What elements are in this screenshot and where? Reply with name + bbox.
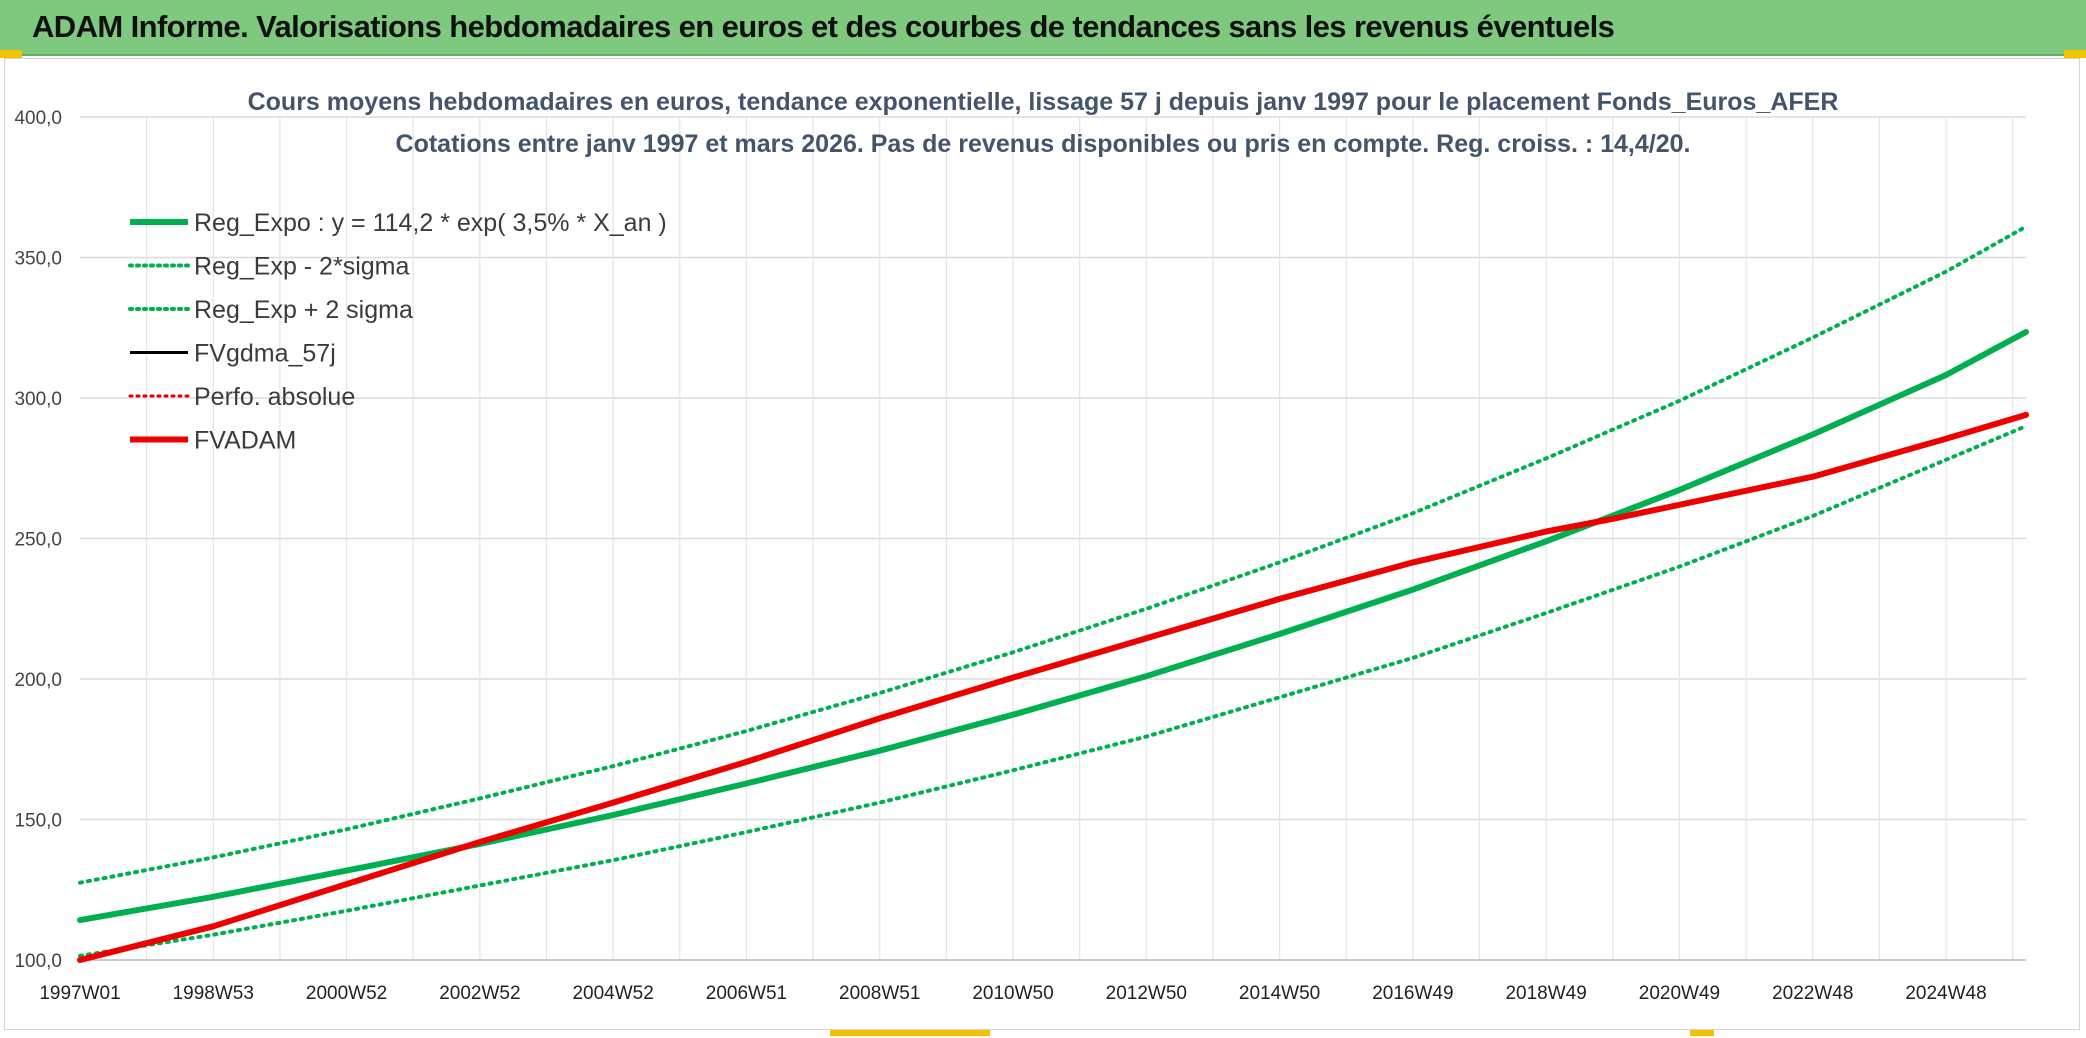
- gridlines: [80, 116, 2026, 961]
- x-tick-label: 2008W51: [839, 983, 920, 1004]
- x-tick-label: 2002W52: [439, 983, 520, 1004]
- x-tick-label: 2020W49: [1639, 983, 1720, 1004]
- chart-legend: Reg_Expo : y = 114,2 * exp( 3,5% * X_an …: [128, 209, 667, 455]
- y-tick-label: 200,0: [14, 670, 62, 691]
- y-tick-label: 300,0: [14, 389, 62, 410]
- series-line-5: [77, 411, 2029, 963]
- x-tick-label: 2018W49: [1505, 983, 1586, 1004]
- chart-title: Cours moyens hebdomadaires en euros, ten…: [248, 88, 1839, 116]
- x-tick-label: 2022W48: [1772, 983, 1853, 1004]
- chart-frame: [4, 58, 2080, 1030]
- chart-subtitle: Cotations entre janv 1997 et mars 2026. …: [396, 130, 1691, 158]
- y-tick-label: 350,0: [14, 249, 62, 270]
- corner-accent-bottom-right: [1690, 1030, 1714, 1036]
- y-tick-label: 100,0: [14, 951, 62, 972]
- data-series: [77, 224, 2029, 963]
- x-tick-label: 2012W50: [1106, 983, 1187, 1004]
- x-tick-label: 2016W49: [1372, 983, 1453, 1004]
- x-tick-label: 2010W50: [972, 983, 1053, 1004]
- y-axis-ticks: 100,0 150,0 200,0 250,0 300,0 350,0 400,0: [14, 108, 62, 972]
- corner-accent-top-right: [2064, 50, 2086, 58]
- y-tick-label: 400,0: [14, 108, 62, 129]
- series-line-0: [77, 329, 2029, 924]
- x-tick-label: 1997W01: [39, 983, 120, 1004]
- legend-label: Perfo. absolue: [194, 383, 355, 411]
- legend-label: FVgdma_57j: [194, 340, 336, 368]
- report-banner: ADAM Informe. Valorisations hebdomadaire…: [0, 0, 2086, 56]
- legend-label: Reg_Exp + 2 sigma: [194, 296, 413, 324]
- legend-label: Reg_Expo : y = 114,2 * exp( 3,5% * X_an …: [194, 209, 667, 237]
- corner-accent-top-left: [0, 50, 22, 58]
- series-line-1: [78, 424, 2028, 958]
- x-tick-label: 1998W53: [173, 983, 254, 1004]
- x-tick-label: 2014W50: [1239, 983, 1320, 1004]
- y-tick-label: 150,0: [14, 811, 62, 832]
- x-tick-label: 2000W52: [306, 983, 387, 1004]
- x-tick-label: 2006W51: [706, 983, 787, 1004]
- legend-label: FVADAM: [194, 427, 296, 455]
- x-axis-ticks: 1997W01 1998W53 2000W52 2002W52 2004W52 2006W…: [39, 983, 1986, 1004]
- series-line-2: [78, 224, 2028, 885]
- y-tick-label: 250,0: [14, 530, 62, 551]
- legend-label: Reg_Exp - 2*sigma: [194, 253, 409, 281]
- corner-accent-bottom: [830, 1030, 990, 1036]
- x-tick-label: 2024W48: [1905, 983, 1986, 1004]
- report-title: ADAM Informe. Valorisations hebdomadaire…: [32, 9, 1615, 44]
- x-tick-label: 2004W52: [572, 983, 653, 1004]
